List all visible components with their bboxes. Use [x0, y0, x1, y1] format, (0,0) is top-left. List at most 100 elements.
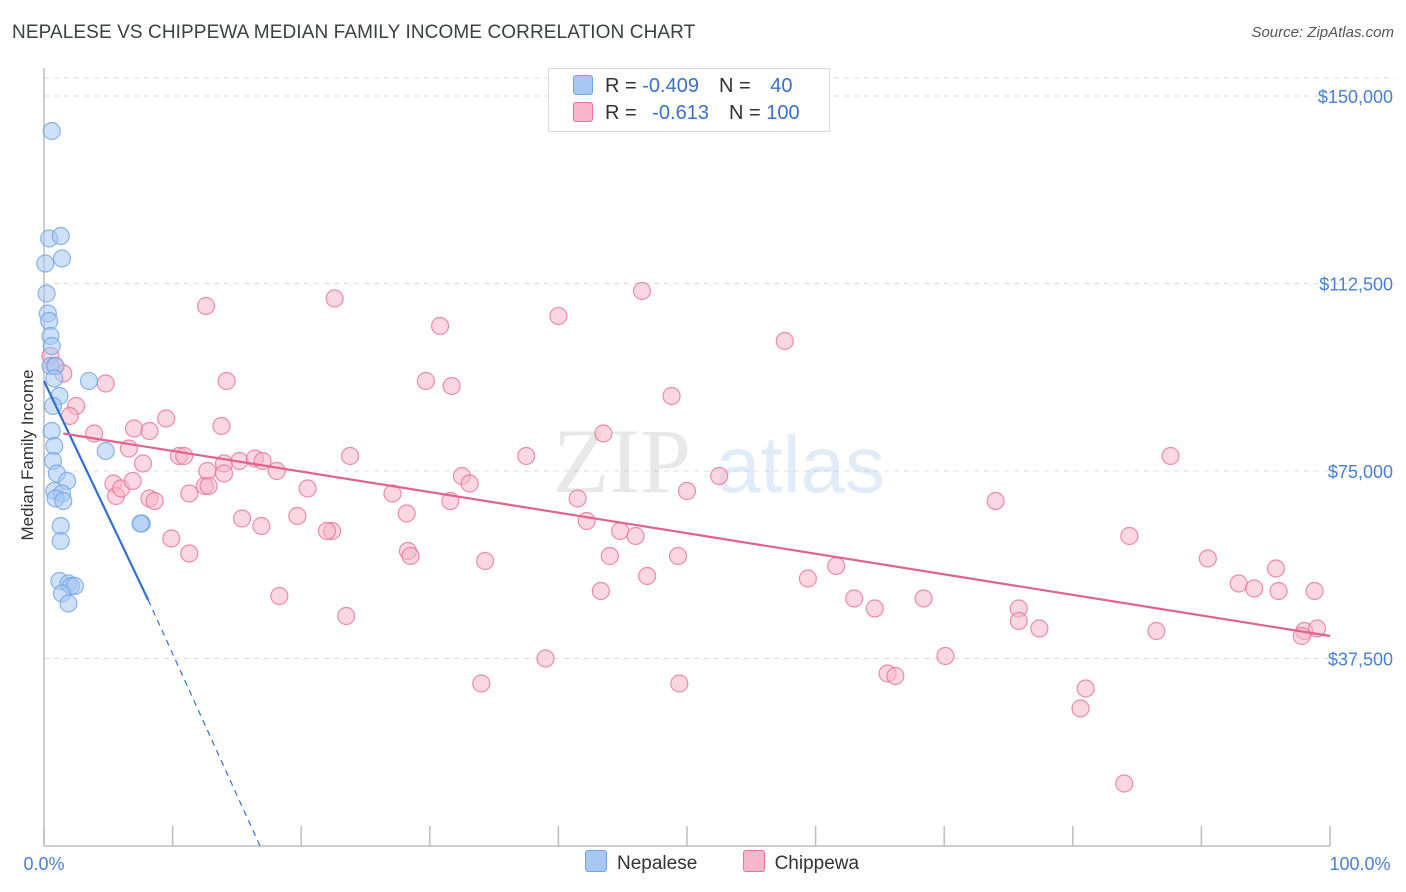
chippewa-point	[626, 526, 645, 546]
r-label: R =	[605, 75, 643, 97]
chippewa-point	[180, 544, 199, 563]
nepalese-point	[42, 336, 61, 356]
nepalese-point	[51, 531, 70, 551]
chippewa-point	[1245, 579, 1264, 598]
chippewa-point	[162, 529, 181, 548]
chippewa-point	[936, 646, 955, 666]
n-label: N =	[728, 102, 767, 124]
nepalese-point	[37, 284, 56, 303]
chippewa-points	[41, 281, 1327, 793]
chippewa-point	[632, 281, 652, 301]
nepalese-trend-extension	[147, 599, 261, 847]
legend-row-chippewa: R = -0.613 N = 100	[573, 102, 800, 126]
r-label: R =	[605, 102, 643, 124]
chippewa-point	[1120, 526, 1139, 546]
chippewa-point	[536, 649, 555, 668]
nepalese-point	[54, 491, 73, 511]
nepalese-point	[42, 121, 61, 141]
chippewa-point	[340, 446, 360, 466]
nepalese-swatch	[585, 850, 607, 872]
chippewa-trend-line	[63, 432, 1331, 638]
chippewa-point	[180, 484, 199, 503]
nepalese-point	[51, 226, 70, 246]
y-tick-labels: $37,500 $75,000 $112,500 $150,000	[1318, 87, 1393, 670]
chippewa-point	[591, 581, 610, 601]
axes	[43, 68, 1331, 847]
chippewa-swatch	[573, 102, 593, 122]
chippewa-point	[1115, 774, 1134, 793]
chippewa-point	[1266, 559, 1286, 578]
legend-row-nepalese: R = -0.409 N = 40	[573, 75, 792, 99]
chippewa-point	[140, 421, 159, 441]
chart-title: NEPALESE VS CHIPPEWA MEDIAN FAMILY INCOM…	[12, 22, 696, 43]
nepalese-trend-line	[43, 380, 150, 601]
chippewa-swatch	[742, 850, 765, 872]
chippewa-point	[670, 674, 689, 693]
chippewa-point	[214, 464, 234, 483]
chippewa-point	[196, 296, 216, 316]
chippewa-point	[1198, 549, 1217, 568]
legend-label-chippewa: Chippewa	[774, 853, 860, 874]
chippewa-point	[288, 506, 307, 526]
nepalese-points	[36, 121, 151, 613]
chippewa-point	[252, 516, 271, 536]
chippewa-point	[217, 371, 236, 391]
chippewa-point	[175, 446, 194, 466]
chippewa-point	[710, 466, 729, 486]
chippewa-point	[1147, 621, 1166, 641]
nepalese-swatch	[573, 75, 593, 95]
trend-lines	[43, 380, 1331, 847]
source-label: Source: ZipAtlas.com	[1251, 24, 1394, 41]
chippewa-point	[442, 376, 461, 396]
chippewa-point	[677, 481, 697, 501]
y-tick-label: $112,500	[1319, 275, 1393, 295]
x-tick-label: 0.0%	[23, 854, 64, 874]
chippewa-point	[157, 409, 176, 428]
series-legend: Nepalese Chippewa	[585, 850, 899, 875]
chippewa-point	[1009, 611, 1028, 631]
nepalese-point	[52, 249, 72, 268]
nepalese-point	[42, 421, 61, 441]
chippewa-point	[827, 556, 846, 576]
chippewa-point	[199, 476, 218, 496]
gridlines	[44, 77, 1395, 659]
chippewa-point	[397, 504, 416, 523]
y-tick-label: $75,000	[1328, 462, 1393, 482]
chippewa-point	[430, 316, 450, 336]
chippewa-point	[662, 386, 681, 406]
nepalese-point	[45, 369, 64, 388]
legend-label-nepalese: Nepalese	[617, 853, 698, 874]
nepalese-point	[36, 254, 55, 273]
nepalese-point	[79, 371, 99, 391]
chippewa-point	[337, 606, 356, 626]
chippewa-point	[96, 374, 115, 393]
chippewa-point	[1305, 581, 1324, 601]
chippewa-point	[317, 521, 337, 541]
watermark-atlas: atlas	[716, 420, 885, 509]
legend-item-chippewa[interactable]: Chippewa	[742, 850, 860, 875]
y-tick-label: $150,000	[1318, 87, 1393, 107]
chippewa-point	[845, 589, 864, 608]
chippewa-point	[145, 491, 164, 511]
chippewa-point	[123, 471, 142, 491]
chippewa-point	[638, 566, 657, 586]
chippewa-point	[577, 511, 596, 531]
y-tick-label: $37,500	[1328, 650, 1393, 670]
chippewa-point	[1071, 699, 1090, 718]
chippewa-point	[775, 331, 794, 351]
chippewa-point	[914, 589, 933, 608]
chippewa-point	[611, 521, 630, 541]
chippewa-point	[1269, 581, 1288, 601]
chippewa-point	[886, 666, 905, 686]
chippewa-point	[798, 569, 817, 588]
legend-item-nepalese[interactable]: Nepalese	[585, 850, 697, 875]
chippewa-point	[1161, 446, 1180, 466]
chippewa-point	[267, 461, 286, 481]
r-value-chippewa: -0.613	[652, 102, 709, 124]
n-value-chippewa: 100	[766, 102, 800, 124]
nepalese-point	[96, 441, 115, 461]
chippewa-point	[416, 371, 436, 391]
nepalese-point	[59, 594, 78, 613]
chippewa-point	[212, 416, 231, 436]
